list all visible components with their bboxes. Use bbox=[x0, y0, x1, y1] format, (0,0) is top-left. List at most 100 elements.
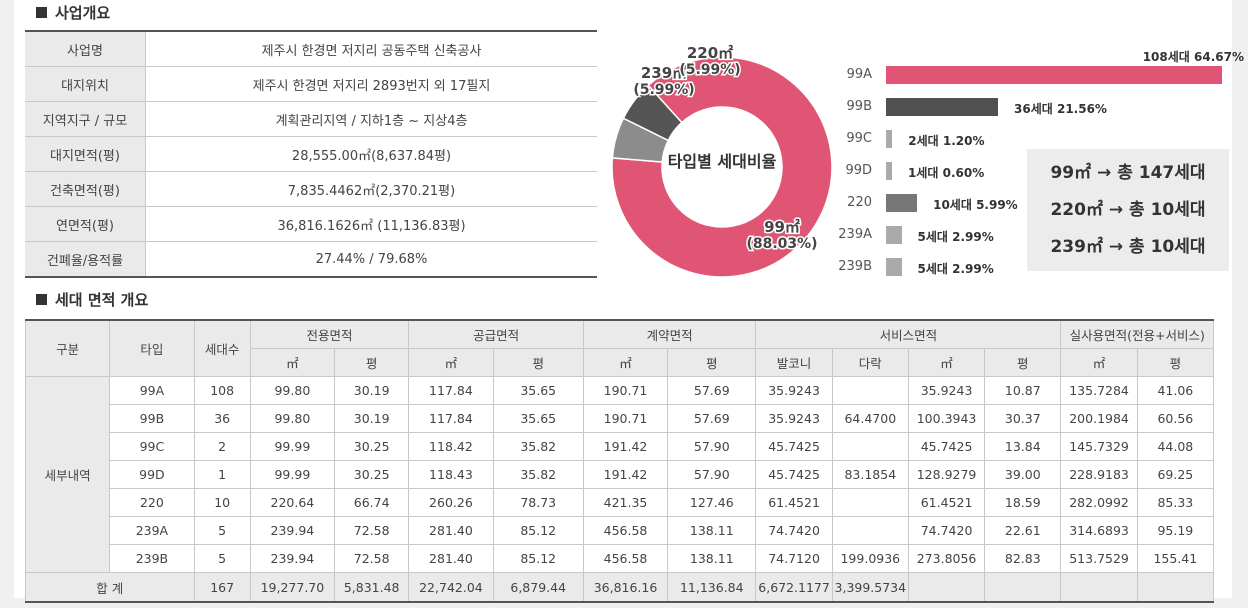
overview-label: 대지위치 bbox=[25, 66, 146, 102]
table-cell: 35.65 bbox=[492, 404, 584, 433]
table-cell: 95.19 bbox=[1136, 516, 1215, 545]
table-cell: 1 bbox=[193, 460, 251, 489]
table-cell: 85.33 bbox=[1136, 488, 1215, 517]
table-cell: 30.25 bbox=[334, 432, 410, 461]
row-type: 99D bbox=[109, 460, 195, 489]
table-cell: 30.19 bbox=[334, 404, 410, 433]
header-count: 세대수 bbox=[193, 319, 251, 377]
bar-value-label: 5세대 2.99% bbox=[917, 230, 994, 244]
header-supply: 공급면적 bbox=[408, 319, 584, 349]
bar bbox=[886, 66, 1222, 84]
overview-label: 사업명 bbox=[25, 30, 146, 67]
total-cell bbox=[984, 572, 1062, 603]
type-bar-chart: 99A 108세대 64.67% 99B 36세대 21.56% 99C 2세대 1.20… bbox=[830, 40, 1248, 280]
table-cell: 191.42 bbox=[582, 432, 669, 461]
table-cell: 72.58 bbox=[334, 516, 410, 545]
table-row: 239B 5 239.94 72.58 281.40 85.12 456.58 138.11 7… bbox=[26, 544, 1215, 573]
table-cell: 421.35 bbox=[582, 488, 669, 517]
table-cell: 36 bbox=[193, 404, 251, 433]
overview-value: 28,555.00㎡(8,637.84평) bbox=[145, 136, 597, 172]
table-cell: 60.56 bbox=[1136, 404, 1215, 433]
bar bbox=[886, 162, 892, 180]
table-cell: 220.64 bbox=[249, 488, 336, 517]
donut-center-label: 타입별 세대비율 bbox=[668, 152, 777, 171]
table-cell: 45.7425 bbox=[755, 432, 833, 461]
header-service: 서비스면적 bbox=[755, 319, 1062, 349]
subheader-m2: ㎡ bbox=[249, 348, 336, 377]
table-cell bbox=[831, 376, 909, 405]
bar-value-label: 5세대 2.99% bbox=[917, 262, 994, 276]
overview-row: 대지면적(평) 28,555.00㎡(8,637.84평) bbox=[25, 136, 597, 172]
table-cell: 108 bbox=[193, 376, 251, 405]
table-cell: 127.46 bbox=[667, 488, 757, 517]
bar bbox=[886, 258, 902, 276]
overview-table: 사업명 제주시 한경면 저지리 공동주택 신축공사 대지위치 제주시 한경면 저지리 … bbox=[25, 30, 597, 278]
row-type: 99A bbox=[109, 376, 195, 405]
subheader-m2: ㎡ bbox=[907, 348, 986, 377]
bar-category-label: 239A bbox=[838, 227, 872, 242]
table-cell: 35.82 bbox=[492, 432, 584, 461]
overview-value: 제주시 한경면 저지리 공동주택 신축공사 bbox=[145, 30, 597, 67]
table-row: 세부내역 99A 108 99.80 30.19 117.84 35.65 190.71 57.… bbox=[24, 376, 1215, 573]
table-cell: 99.99 bbox=[249, 432, 336, 461]
table-cell: 41.06 bbox=[1136, 376, 1215, 405]
overview-value: 36,816.1626㎡ (11,136.83평) bbox=[145, 206, 597, 242]
type-ratio-donut-chart: 99㎡(88.03%)239㎡(5.99%)220㎡(5.99%) 타입별 세대… bbox=[611, 43, 833, 278]
table-cell: 69.25 bbox=[1136, 460, 1215, 489]
table-cell: 239.94 bbox=[249, 544, 336, 573]
subheader-py: 평 bbox=[984, 348, 1062, 377]
table-cell: 45.7425 bbox=[755, 460, 833, 489]
subheader-m2: ㎡ bbox=[408, 348, 494, 377]
header-type: 타입 bbox=[109, 319, 195, 377]
overview-label: 건축면적(평) bbox=[25, 171, 146, 207]
table-cell: 35.9243 bbox=[755, 404, 833, 433]
table-cell: 190.71 bbox=[582, 404, 669, 433]
table-row: 99C 2 99.99 30.25 118.42 35.82 191.42 57.90 45.7… bbox=[26, 432, 1215, 461]
row-type: 99B bbox=[109, 404, 195, 433]
table-cell: 99.99 bbox=[249, 460, 336, 489]
table-cell: 118.43 bbox=[408, 460, 494, 489]
table-cell: 30.37 bbox=[984, 404, 1062, 433]
bar bbox=[886, 130, 893, 148]
summary-line-220: 220㎡ → 총 10세대 bbox=[1050, 200, 1206, 220]
overview-row: 건축면적(평) 7,835.4462㎡(2,370.21평) bbox=[25, 171, 597, 207]
bar bbox=[886, 98, 999, 116]
subheader-py: 평 bbox=[1136, 348, 1215, 377]
table-cell: 85.12 bbox=[492, 516, 584, 545]
table-cell: 35.9243 bbox=[755, 376, 833, 405]
total-cell bbox=[1136, 572, 1215, 603]
table-cell: 199.0936 bbox=[831, 544, 909, 573]
table-cell: 456.58 bbox=[582, 516, 669, 545]
unit-area-table: 구분 타입 세대수 전용면적 공급면적 계약면적 서비스면적 실사용면적(전용+… bbox=[24, 319, 1215, 603]
table-cell: 10.87 bbox=[984, 376, 1062, 405]
table-cell: 78.73 bbox=[492, 488, 584, 517]
subheader-m2: ㎡ bbox=[582, 348, 669, 377]
summary-line-99: 99㎡ → 총 147세대 bbox=[1050, 163, 1206, 183]
table-cell: 66.74 bbox=[334, 488, 410, 517]
bar-value-label: 36세대 21.56% bbox=[1014, 102, 1107, 116]
header-exclusive: 전용면적 bbox=[249, 319, 410, 349]
table-row: 239A 5 239.94 72.58 281.40 85.12 456.58 138.11 7… bbox=[26, 516, 1215, 545]
table-cell: 282.0992 bbox=[1060, 488, 1138, 517]
table-cell: 100.3943 bbox=[907, 404, 986, 433]
summary-line-239: 239㎡ → 총 10세대 bbox=[1050, 237, 1206, 257]
table-cell: 61.4521 bbox=[755, 488, 833, 517]
overview-value: 계획관리지역 / 지하1층 ~ 지상4층 bbox=[145, 101, 597, 137]
bar-category-label: 99A bbox=[846, 67, 872, 82]
table-cell bbox=[831, 516, 909, 545]
total-cell: 3,399.5734 bbox=[831, 572, 909, 603]
table-cell: 18.59 bbox=[984, 488, 1062, 517]
table-cell: 72.58 bbox=[334, 544, 410, 573]
subheader-py: 평 bbox=[667, 348, 757, 377]
overview-label: 지역지구 / 규모 bbox=[25, 101, 146, 137]
overview-value: 27.44% / 79.68% bbox=[145, 241, 597, 278]
table-cell: 30.19 bbox=[334, 376, 410, 405]
table-row: 99D 1 99.99 30.25 118.43 35.82 191.42 57.90 45.7… bbox=[26, 460, 1215, 489]
overview-label: 대지면적(평) bbox=[25, 136, 146, 172]
table-cell: 135.7284 bbox=[1060, 376, 1138, 405]
table-cell: 35.9243 bbox=[907, 376, 986, 405]
table-cell: 57.69 bbox=[667, 376, 757, 405]
table-cell: 83.1854 bbox=[831, 460, 909, 489]
square-bullet-icon bbox=[36, 7, 47, 18]
table-cell: 10 bbox=[193, 488, 251, 517]
